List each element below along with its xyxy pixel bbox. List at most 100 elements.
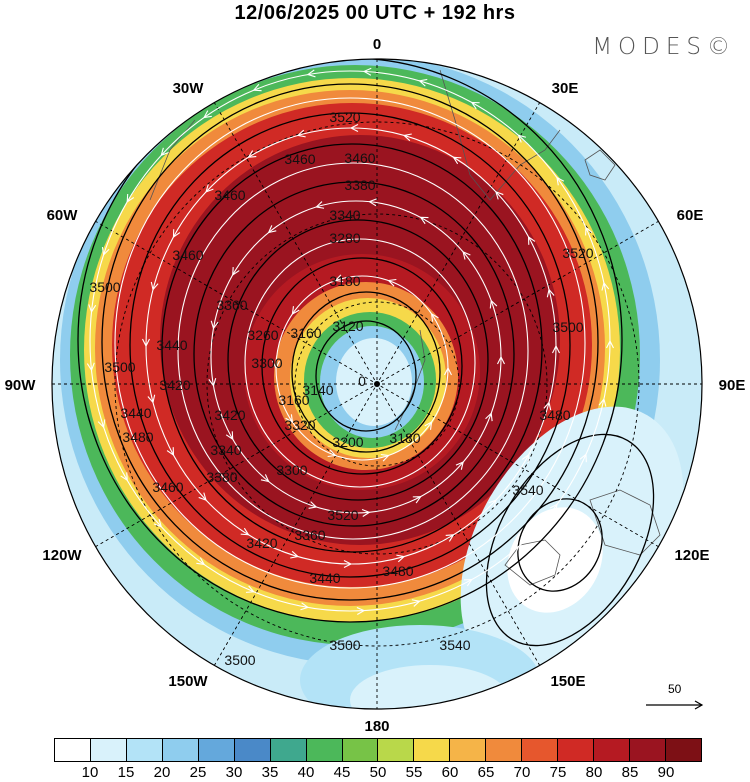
wind-arrow bbox=[343, 560, 353, 568]
wind-arrow bbox=[411, 599, 421, 607]
wind-arrow bbox=[556, 176, 565, 186]
contour-label: 0 bbox=[358, 373, 366, 389]
contour-label: 3460 bbox=[172, 247, 203, 263]
lon-label-180: 180 bbox=[364, 718, 389, 735]
wind-arrow bbox=[327, 449, 337, 458]
colorbar-swatch bbox=[414, 739, 451, 761]
modes-logo: MODES© bbox=[592, 34, 736, 60]
colorbar-swatch bbox=[450, 739, 487, 761]
wind-arrow bbox=[296, 129, 306, 138]
contour-label: 3460 bbox=[214, 187, 245, 203]
wind-arrow bbox=[225, 431, 234, 441]
wind-arrow bbox=[510, 545, 520, 555]
contour-label: 3520 bbox=[562, 245, 593, 261]
wind-arrow bbox=[205, 184, 214, 193]
wind-arrow bbox=[361, 509, 371, 517]
wind-arrow bbox=[445, 534, 455, 542]
contour-label: 3420 bbox=[159, 377, 190, 393]
colorbar-swatch bbox=[234, 739, 271, 761]
colorbar-tick-label: 75 bbox=[549, 764, 567, 781]
wind-arrow bbox=[396, 554, 406, 563]
colorbar-tick-label: 45 bbox=[333, 764, 351, 781]
contour-label: 3360 bbox=[294, 527, 325, 543]
colorbar-tick-label: 30 bbox=[225, 764, 243, 781]
colorbar-swatch bbox=[90, 739, 127, 761]
lon-label-150w: 150W bbox=[168, 673, 208, 690]
colorbar-swatch bbox=[198, 739, 235, 761]
wind-arrows bbox=[86, 67, 614, 615]
wind-arrow bbox=[290, 550, 300, 559]
colorbar-labels: 10 15 20 25 30 35 40 45 50 55 60 65 70 75 80 85 90 bbox=[54, 764, 702, 782]
wind-arrow bbox=[172, 229, 181, 239]
wind-arrow bbox=[485, 412, 493, 422]
lon-label-90w: 90W bbox=[5, 377, 37, 394]
colorbar-swatch bbox=[665, 739, 701, 761]
colorbar-tick-label: 35 bbox=[261, 764, 279, 781]
wind-arrow bbox=[252, 83, 262, 92]
wind-arrow bbox=[142, 338, 150, 348]
wind-arrow bbox=[334, 274, 344, 283]
wind-arrow bbox=[240, 527, 250, 536]
colorbar-tick-label: 10 bbox=[81, 764, 99, 781]
contour-label: 3500 bbox=[104, 359, 135, 375]
contour-label: 3140 bbox=[302, 382, 333, 398]
wind-arrow bbox=[598, 397, 607, 407]
contour-label: 3440 bbox=[120, 405, 151, 421]
colorbar-swatch bbox=[306, 739, 343, 761]
wind-arrow bbox=[463, 578, 473, 587]
wind-arrow bbox=[489, 299, 498, 309]
wind-arrow bbox=[349, 124, 359, 132]
wind-arrow bbox=[419, 216, 429, 225]
wind-arrow bbox=[362, 67, 372, 76]
contour-label: 3280 bbox=[329, 230, 360, 246]
pole-marker bbox=[374, 381, 380, 387]
colorbar-swatch bbox=[162, 739, 199, 761]
wind-arrow bbox=[88, 304, 97, 314]
wind-arrow bbox=[245, 585, 255, 593]
colorbar-tick-label: 85 bbox=[621, 764, 639, 781]
colorbar-swatch bbox=[126, 739, 163, 761]
colorbar-swatch bbox=[594, 739, 630, 761]
wind-arrow bbox=[272, 360, 280, 370]
contour-label: 3500 bbox=[329, 637, 360, 653]
colorbar-tick-label: 60 bbox=[441, 764, 459, 781]
wind-arrow bbox=[147, 394, 156, 404]
wind-arrow bbox=[247, 150, 257, 158]
contour-label: 3180 bbox=[329, 273, 360, 289]
wind-arrow bbox=[552, 344, 560, 354]
wind-arrow bbox=[549, 503, 558, 513]
colorbar-swatch bbox=[378, 739, 415, 761]
contour-label: 3480 bbox=[122, 429, 153, 445]
lon-label-0: 0 bbox=[373, 36, 381, 53]
map-boundary bbox=[51, 58, 703, 710]
wind-arrow bbox=[97, 419, 106, 429]
contour-label: 3380 bbox=[344, 177, 375, 193]
wind-arrow bbox=[160, 147, 169, 157]
colorbar-tick-label: 50 bbox=[369, 764, 387, 781]
contour-label: 3480 bbox=[382, 563, 413, 579]
wind-arrow bbox=[380, 453, 390, 462]
contour-label: 3460 bbox=[284, 151, 315, 167]
wind-arrow bbox=[418, 78, 428, 87]
wind-arrow bbox=[543, 401, 552, 411]
wind-arrow bbox=[601, 281, 610, 291]
wind-arrow bbox=[430, 312, 439, 322]
wind-arrow bbox=[306, 69, 316, 78]
colorbar-swatch bbox=[522, 739, 559, 761]
contour-label: 3340 bbox=[329, 207, 360, 223]
wind-arrow bbox=[455, 461, 464, 470]
lon-label-150e: 150E bbox=[550, 673, 585, 690]
lon-label-60w: 60W bbox=[47, 207, 79, 224]
wind-arrow bbox=[521, 453, 530, 463]
colorbar-swatch bbox=[55, 739, 91, 761]
wind-arrow bbox=[210, 320, 219, 330]
contour-label: 3160 bbox=[278, 392, 309, 408]
wind-arrow bbox=[300, 602, 310, 611]
longitude-labels: 0 180 90W 90E 30W 60W 30E 60E 120W 150W … bbox=[5, 36, 746, 735]
wind-arrow bbox=[232, 267, 240, 276]
wind-arrow bbox=[150, 281, 159, 291]
height-contours bbox=[77, 59, 655, 647]
wind-arrow bbox=[606, 339, 614, 349]
colorbar-tick-label: 40 bbox=[297, 764, 315, 781]
wind-arrow bbox=[585, 226, 593, 236]
